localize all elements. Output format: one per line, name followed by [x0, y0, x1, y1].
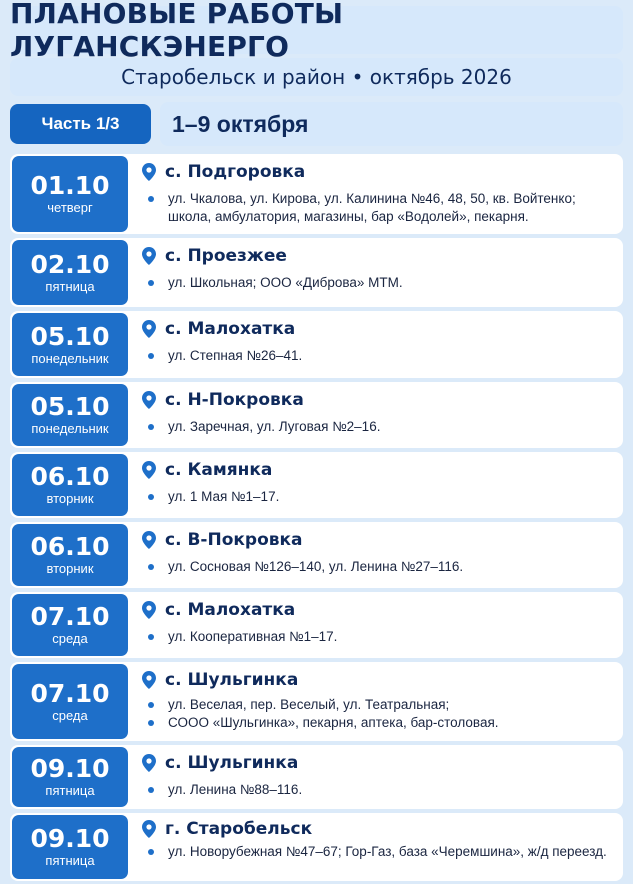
place-name: с. Шульгинка — [165, 753, 299, 773]
schedule-row: 05.10 понедельник с. Н-Покровка ул. Заре… — [10, 382, 623, 448]
address-item: ул. Школьная; ООО «Диброва» МТМ. — [142, 274, 617, 292]
date-badge: 05.10 понедельник — [12, 313, 128, 376]
place-header: г. Старобельск — [142, 817, 617, 841]
place-header: с. Н-Покровка — [142, 388, 617, 412]
row-content: с. Малохатка ул. Степная №26–41. — [142, 317, 617, 365]
row-content: с. Шульгинка ул. Ленина №88–116. — [142, 751, 617, 799]
date-range: 1–9 октября — [160, 102, 623, 146]
row-content: г. Старобельск ул. Новорубежная №47–67; … — [142, 817, 617, 860]
date-value: 09.10 — [30, 754, 110, 783]
schedule-row: 06.10 вторник с. Камянка ул. 1 Мая №1–17… — [10, 452, 623, 518]
place-name: с. В-Покровка — [165, 530, 303, 550]
place-name: с. Проезжее — [165, 246, 287, 266]
address-item: ул. Степная №26–41. — [142, 347, 617, 365]
location-pin-icon — [142, 247, 156, 265]
weekday-label: среда — [52, 631, 88, 646]
place-name: с. Подгоровка — [165, 162, 306, 182]
date-value: 05.10 — [30, 392, 110, 421]
address-item: СООО «Шульгинка», пекарня, аптека, бар-с… — [142, 714, 617, 732]
place-name: с. Камянка — [165, 460, 273, 480]
place-name: г. Старобельск — [165, 819, 313, 839]
location-pin-icon — [142, 671, 156, 689]
place-header: с. Шульгинка — [142, 751, 617, 775]
address-item: ул. Кооперативная №1–17. — [142, 628, 617, 646]
row-content: с. Н-Покровка ул. Заречная, ул. Луговая … — [142, 388, 617, 436]
title-banner: ПЛАНОВЫЕ РАБОТЫ ЛУГАНСКЭНЕРГО — [10, 0, 623, 63]
location-pin-icon — [142, 754, 156, 772]
page-title: ПЛАНОВЫЕ РАБОТЫ ЛУГАНСКЭНЕРГО — [10, 0, 344, 63]
place-name: с. Малохатка — [165, 600, 296, 620]
weekday-label: пятница — [45, 783, 95, 798]
address-item: ул. Сосновая №126–140, ул. Ленина №27–11… — [142, 558, 617, 576]
place-name: с. Малохатка — [165, 319, 296, 339]
page-subtitle: Старобельск и район • октябрь 2026 — [121, 65, 512, 89]
address-item: ул. Ленина №88–116. — [142, 781, 617, 799]
date-badge: 09.10 пятница — [12, 815, 128, 879]
location-pin-icon — [142, 320, 156, 338]
date-badge: 01.10 четверг — [12, 156, 128, 232]
address-item: ул. 1 Мая №1–17. — [142, 488, 617, 506]
subtitle-banner: Старобельск и район • октябрь 2026 — [10, 58, 623, 96]
schedule-row: 02.10 пятница с. Проезжее ул. Школьная; … — [10, 238, 623, 307]
place-header: с. Малохатка — [142, 317, 617, 341]
location-pin-icon — [142, 601, 156, 619]
location-pin-icon — [142, 820, 156, 838]
date-badge: 07.10 среда — [12, 664, 128, 739]
address-item: ул. Веселая, пер. Веселый, ул. Театральн… — [142, 696, 617, 714]
date-badge: 06.10 вторник — [12, 524, 128, 586]
location-pin-icon — [142, 163, 156, 181]
place-header: с. Проезжее — [142, 244, 617, 268]
part-header: Часть 1/3 1–9 октября — [10, 102, 623, 146]
row-content: с. Малохатка ул. Кооперативная №1–17. — [142, 598, 617, 646]
weekday-label: среда — [52, 707, 88, 723]
date-badge: 02.10 пятница — [12, 240, 128, 305]
place-header: с. В-Покровка — [142, 528, 617, 552]
row-content: с. Камянка ул. 1 Мая №1–17. — [142, 458, 617, 506]
location-pin-icon — [142, 391, 156, 409]
address-item: ул. Заречная, ул. Луговая №2–16. — [142, 418, 617, 436]
weekday-label: пятница — [45, 278, 95, 294]
weekday-label: вторник — [46, 561, 94, 576]
row-content: с. Проезжее ул. Школьная; ООО «Диброва» … — [142, 244, 617, 292]
date-value: 07.10 — [30, 678, 110, 708]
schedule-row: 07.10 среда с. Малохатка ул. Кооперативн… — [10, 592, 623, 658]
schedule-row: 09.10 пятница г. Старобельск ул. Новоруб… — [10, 813, 623, 881]
row-content: с. В-Покровка ул. Сосновая №126–140, ул.… — [142, 528, 617, 576]
place-header: с. Камянка — [142, 458, 617, 482]
part-badge: Часть 1/3 — [10, 104, 151, 144]
schedule-row: 06.10 вторник с. В-Покровка ул. Сосновая… — [10, 522, 623, 588]
date-value: 06.10 — [30, 532, 110, 561]
place-header: с. Шульгинка — [142, 668, 617, 692]
schedule-row: 07.10 среда с. Шульгинка ул. Веселая, пе… — [10, 662, 623, 741]
weekday-label: понедельник — [31, 350, 109, 366]
date-value: 09.10 — [30, 824, 110, 853]
weekday-label: четверг — [47, 200, 93, 215]
date-value: 05.10 — [30, 321, 110, 351]
row-content: с. Шульгинка ул. Веселая, пер. Веселый, … — [142, 668, 617, 732]
date-value: 02.10 — [30, 249, 110, 279]
weekday-label: понедельник — [31, 421, 109, 436]
place-name: с. Н-Покровка — [165, 390, 304, 410]
location-pin-icon — [142, 461, 156, 479]
place-name: с. Шульгинка — [165, 670, 299, 690]
date-value: 06.10 — [30, 462, 110, 491]
place-header: с. Подгоровка — [142, 160, 617, 184]
schedule-row: 01.10 четверг с. Подгоровка ул. Чкалова,… — [10, 154, 623, 234]
date-badge: 07.10 среда — [12, 594, 128, 656]
row-content: с. Подгоровка ул. Чкалова, ул. Кирова, у… — [142, 160, 617, 226]
address-item: ул. Чкалова, ул. Кирова, ул. Калинина №4… — [142, 190, 617, 226]
weekday-label: вторник — [46, 491, 94, 506]
date-value: 07.10 — [30, 602, 110, 631]
place-header: с. Малохатка — [142, 598, 617, 622]
schedule-row: 09.10 пятница с. Шульгинка ул. Ленина №8… — [10, 745, 623, 809]
schedule-row: 05.10 понедельник с. Малохатка ул. Степн… — [10, 311, 623, 378]
weekday-label: пятница — [45, 853, 95, 868]
date-badge: 09.10 пятница — [12, 747, 128, 807]
date-value: 01.10 — [30, 171, 110, 200]
date-badge: 05.10 понедельник — [12, 384, 128, 446]
date-badge: 06.10 вторник — [12, 454, 128, 516]
location-pin-icon — [142, 531, 156, 549]
address-item: ул. Новорубежная №47–67; Гор-Газ, база «… — [142, 843, 617, 860]
